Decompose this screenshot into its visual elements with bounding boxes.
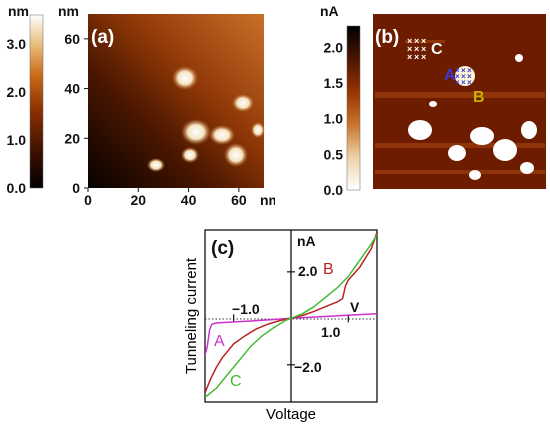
y-unit-label: nA bbox=[297, 233, 316, 249]
marker-a-cross: × bbox=[461, 78, 466, 87]
marker-a-cross: × bbox=[461, 66, 466, 75]
y-axis-a-tick: 40 bbox=[64, 81, 80, 97]
colorbar-b-tick: 2.0 bbox=[324, 39, 344, 55]
colorbar-a bbox=[29, 14, 44, 189]
point-label-a: A bbox=[444, 67, 456, 84]
curve-label-a: A bbox=[214, 333, 225, 350]
x-axis-c-title: Voltage bbox=[266, 406, 316, 423]
colorbar-a-tick: 3.0 bbox=[7, 36, 27, 52]
marker-a-cross: × bbox=[455, 72, 460, 81]
marker-c-cross: × bbox=[414, 52, 419, 62]
colorbar-a-unit: nm bbox=[8, 3, 29, 19]
y-axis-a-tick: 60 bbox=[64, 31, 80, 47]
x-axis-a-tick: 60 bbox=[231, 192, 247, 208]
marker-a-cross: × bbox=[461, 72, 466, 81]
point-label-c: C bbox=[431, 41, 443, 58]
iv-curve-b bbox=[205, 232, 377, 393]
y-axis-c-ticks bbox=[287, 271, 295, 366]
y-axis-a-tick: 20 bbox=[64, 130, 80, 146]
marker-c-cross: × bbox=[421, 52, 426, 62]
colorbar-b-tick: 0.0 bbox=[324, 182, 344, 198]
marker-a-cross: × bbox=[455, 78, 460, 87]
y-axis-a-tick: 0 bbox=[72, 180, 80, 196]
colorbar-b-tick: 1.0 bbox=[324, 111, 344, 127]
colorbar-a-ticks: 0.0 1.0 2.0 3.0 bbox=[7, 36, 27, 196]
iv-curves bbox=[205, 232, 377, 398]
topography-grains bbox=[147, 66, 265, 172]
y-tick-pos2: 2.0 bbox=[298, 263, 318, 279]
marker-c-cross: × bbox=[407, 52, 412, 62]
y-axis-a-unit: nm bbox=[58, 3, 79, 19]
curve-label-c: C bbox=[230, 373, 242, 390]
panel-c: (c) nA V −1.0 1.0 2.0 −2.0 A B C Tunneli… bbox=[183, 229, 378, 423]
colorbar-b-ticks: 0.0 0.5 1.0 1.5 2.0 bbox=[324, 39, 344, 198]
y-axis-a-ticks: 0 20 40 60 bbox=[64, 31, 88, 196]
x-axis-a-unit: nm bbox=[260, 192, 275, 208]
colorbar-a-tick: 1.0 bbox=[7, 132, 27, 148]
panel-a: nm 0.0 1.0 2.0 3.0 nm 0 20 40 60 (a) 0 20 40 60 n… bbox=[7, 3, 275, 208]
iv-curve-c bbox=[205, 234, 377, 398]
point-markers-c: × × ×× × ×× × × bbox=[407, 36, 426, 62]
iv-curve-a bbox=[205, 312, 377, 356]
curve-label-b: B bbox=[323, 261, 334, 278]
marker-a-cross: × bbox=[467, 66, 472, 75]
colorbar-b-unit: nA bbox=[320, 3, 339, 19]
marker-c-cross: × bbox=[414, 44, 419, 54]
point-label-b: B bbox=[473, 89, 485, 106]
panel-b: nA 0.00.51.01.52.0 (b) × × ×× × ×× × × × × ×× × ××… bbox=[320, 3, 546, 198]
marker-a-cross: × bbox=[467, 72, 472, 81]
colorbar-b-tick: 1.5 bbox=[324, 75, 344, 91]
marker-c-cross: × bbox=[421, 36, 426, 46]
colorbar-a-tick: 0.0 bbox=[7, 180, 27, 196]
panel-a-label: (a) bbox=[91, 27, 114, 48]
x-axis-a-tick: 20 bbox=[130, 192, 146, 208]
x-tick-pos1: 1.0 bbox=[321, 324, 341, 340]
panel-b-label: (b) bbox=[375, 27, 399, 48]
current-map-bright-regions bbox=[408, 54, 537, 180]
x-axis-a-ticks: 0 20 40 60 bbox=[84, 188, 247, 208]
colorbar-a-tick: 2.0 bbox=[7, 84, 27, 100]
marker-c-cross: × bbox=[407, 36, 412, 46]
colorbar-b bbox=[346, 25, 361, 191]
marker-a-cross: × bbox=[455, 66, 460, 75]
marker-c-cross: × bbox=[414, 36, 419, 46]
panel-c-label: (c) bbox=[211, 238, 234, 259]
x-axis-a-tick: 40 bbox=[181, 192, 197, 208]
y-tick-neg2: −2.0 bbox=[294, 359, 322, 375]
x-unit-label: V bbox=[350, 299, 360, 315]
point-markers-a: × × ×× × ×× × × bbox=[455, 66, 472, 87]
x-axis-a-tick: 0 bbox=[84, 192, 92, 208]
marker-c-cross: × bbox=[407, 44, 412, 54]
marker-a-cross: × bbox=[467, 78, 472, 87]
marker-c-cross: × bbox=[421, 44, 426, 54]
colorbar-b-tick: 0.5 bbox=[324, 146, 344, 162]
x-tick-neg1: −1.0 bbox=[232, 301, 260, 317]
y-axis-c-title: Tunneling current bbox=[183, 257, 200, 374]
